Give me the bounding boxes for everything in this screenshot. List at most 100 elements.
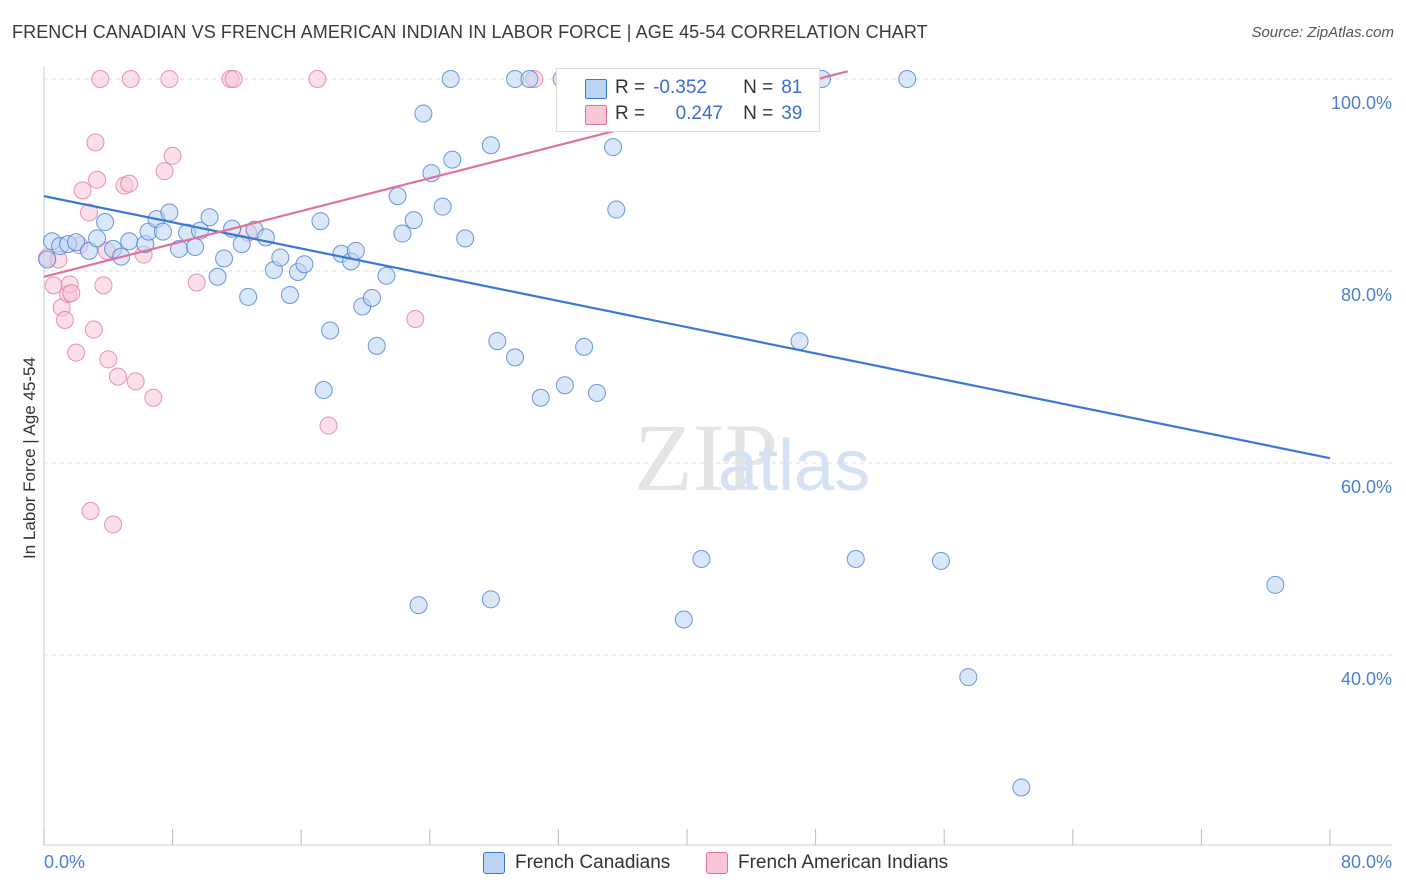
point-french-canadian [441, 70, 460, 88]
bottom-legend-label-pink: French American Indians [738, 852, 949, 873]
point-french-canadian [692, 550, 711, 568]
point-french-canadian [153, 222, 172, 241]
point-french-canadian [604, 138, 623, 157]
point-french-canadian [846, 550, 865, 568]
point-french-american-indian [120, 174, 139, 193]
point-french-canadian [898, 70, 917, 88]
point-french-canadian [311, 212, 330, 231]
point-french-canadian [200, 208, 219, 227]
r-label: R = [615, 103, 646, 124]
point-french-american-indian [73, 181, 92, 200]
point-french-canadian [215, 249, 234, 268]
point-french-american-indian [319, 416, 338, 435]
point-french-american-indian [406, 310, 425, 328]
point-french-canadian [790, 332, 809, 351]
point-french-canadian [505, 348, 524, 367]
point-french-american-indian [91, 70, 110, 88]
point-french-canadian [186, 238, 205, 256]
point-french-canadian [674, 610, 693, 629]
point-french-american-indian [62, 284, 81, 303]
point-french-canadian [160, 203, 179, 222]
point-french-canadian [607, 200, 626, 219]
point-french-canadian [1266, 575, 1285, 594]
point-french-canadian [367, 336, 386, 355]
r-label: R = [615, 77, 646, 98]
point-french-american-indian [81, 502, 100, 520]
point-french-american-indian [308, 70, 327, 88]
point-french-canadian [239, 287, 258, 306]
point-french-american-indian [55, 310, 74, 329]
point-french-american-indian [163, 146, 182, 165]
y-tick-label: 80.0% [1340, 285, 1392, 305]
x-tick-min: 0.0% [44, 852, 86, 872]
point-french-canadian [393, 224, 412, 243]
point-french-canadian [520, 70, 539, 88]
point-french-canadian [271, 248, 290, 267]
y-tick-label: 60.0% [1340, 477, 1392, 497]
gridlines [44, 78, 1392, 656]
y-tick-label: 100.0% [1330, 93, 1392, 113]
bottom-legend-swatch-pink [706, 852, 728, 874]
point-french-canadian [456, 229, 475, 248]
point-french-american-indian [80, 203, 99, 222]
r-value-blue: -0.352 [653, 77, 707, 98]
trend-line-french-canadians [43, 195, 1331, 460]
x-tick-max: 80.0% [1340, 852, 1392, 872]
n-label: N = [743, 103, 774, 124]
axes [43, 66, 1392, 846]
point-french-american-indian [187, 273, 206, 292]
point-french-american-indian [94, 276, 113, 295]
point-french-canadian [959, 668, 978, 687]
point-french-canadian [1012, 778, 1031, 797]
point-french-canadian [409, 596, 428, 615]
point-french-canadian [208, 267, 227, 286]
point-french-american-indian [155, 162, 174, 181]
point-french-canadian [377, 266, 396, 285]
point-french-canadian [555, 376, 574, 395]
bottom-legend-french-american-indians: French American Indians [706, 852, 948, 874]
point-french-canadian [321, 321, 340, 340]
legend-row-blue: R = -0.352 N = 81 [615, 77, 802, 99]
point-french-canadian [575, 337, 594, 356]
point-french-american-indian [126, 372, 145, 391]
point-french-canadian [414, 104, 433, 123]
legend-row-pink: R = 0.247 N = 39 [615, 103, 802, 125]
bottom-legend: French Canadians French American Indians [0, 852, 1406, 876]
point-french-canadian [67, 233, 86, 252]
point-french-american-indian [88, 170, 107, 189]
point-french-american-indian [160, 70, 179, 88]
point-french-canadian [38, 250, 57, 269]
point-french-american-indian [121, 70, 140, 88]
bottom-legend-label-blue: French Canadians [515, 852, 671, 873]
bottom-legend-french-canadians: French Canadians [483, 852, 670, 874]
point-french-american-indian [224, 70, 243, 88]
legend-swatch-pink [585, 105, 607, 125]
chart-title: FRENCH CANADIAN VS FRENCH AMERICAN INDIA… [12, 22, 928, 42]
point-french-american-indian [104, 515, 123, 534]
point-french-canadian [531, 388, 550, 407]
point-french-canadian [295, 255, 314, 274]
point-french-american-indian [84, 320, 103, 339]
point-french-canadian [587, 383, 606, 402]
point-french-canadian [481, 136, 500, 155]
point-french-american-indian [108, 367, 127, 386]
n-value-blue: 81 [781, 77, 803, 98]
point-french-canadian [931, 551, 950, 570]
point-french-canadian [362, 288, 381, 307]
point-french-american-indian [67, 343, 86, 362]
watermark-atlas: atlas [718, 426, 870, 506]
point-french-canadian [314, 381, 333, 400]
watermark: ZIP atlas [634, 404, 870, 511]
point-french-canadian [443, 150, 462, 169]
bottom-legend-swatch-blue [483, 852, 505, 874]
point-french-canadian [488, 332, 507, 351]
point-french-canadian [120, 232, 139, 251]
point-french-canadian [346, 241, 365, 260]
n-value-pink: 39 [781, 103, 803, 124]
point-french-canadian [280, 286, 299, 304]
source-label: Source: ZipAtlas.com [1251, 24, 1394, 41]
point-french-american-indian [86, 133, 105, 152]
legend-swatch-blue [585, 79, 607, 99]
n-label: N = [743, 77, 774, 98]
